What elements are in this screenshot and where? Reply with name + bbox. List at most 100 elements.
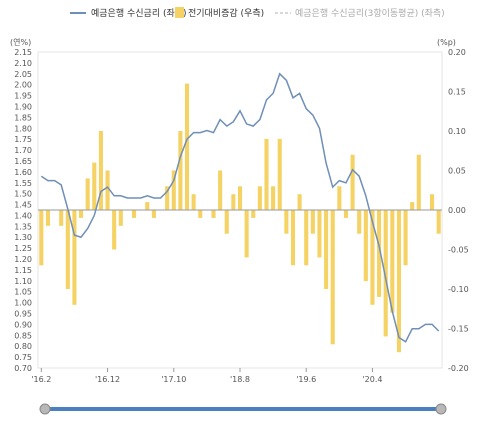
right-tick-label: -0.10 bbox=[448, 285, 469, 294]
left-tick-label: 1.95 bbox=[14, 92, 32, 101]
range-slider-handle-right[interactable] bbox=[435, 403, 447, 415]
left-tick-label: 1.05 bbox=[14, 288, 32, 297]
left-tick-label: 1.70 bbox=[14, 146, 32, 155]
left-tick-label: 1.85 bbox=[14, 113, 32, 122]
change-bar bbox=[343, 210, 349, 218]
left-tick-label: 1.40 bbox=[14, 211, 32, 220]
change-bar bbox=[363, 210, 368, 282]
change-bar bbox=[416, 154, 421, 210]
left-tick-label: 1.80 bbox=[14, 124, 32, 133]
left-tick-label: 0.75 bbox=[14, 353, 32, 362]
change-bar bbox=[297, 194, 302, 210]
right-tick-label: 0.10 bbox=[448, 127, 466, 136]
bar-series bbox=[39, 83, 441, 353]
right-tick-label: -0.05 bbox=[448, 246, 469, 255]
legend-bar-swatch bbox=[175, 7, 184, 18]
left-tick-label: 1.55 bbox=[14, 179, 32, 188]
legend-item-line: 예금은행 수신금리 (좌측) bbox=[91, 7, 187, 19]
change-bar bbox=[284, 210, 289, 234]
left-tick-label: 1.00 bbox=[14, 299, 32, 308]
change-bar bbox=[436, 210, 441, 234]
change-bar bbox=[251, 210, 256, 218]
left-tick-label: 0.80 bbox=[14, 342, 32, 351]
left-tick-label: 1.90 bbox=[14, 102, 32, 111]
change-bar bbox=[184, 83, 190, 210]
range-slider-handle-left[interactable] bbox=[39, 403, 51, 415]
change-bar bbox=[145, 202, 150, 210]
change-bar bbox=[178, 131, 183, 210]
change-bar bbox=[430, 194, 435, 210]
change-bar bbox=[131, 210, 137, 218]
right-tick-label: 0.15 bbox=[448, 88, 466, 97]
change-bar bbox=[377, 210, 382, 297]
change-bar bbox=[78, 210, 84, 218]
change-bar bbox=[357, 210, 362, 234]
change-bar bbox=[85, 178, 90, 210]
left-tick-label: 0.70 bbox=[14, 364, 32, 373]
left-tick-label: 1.45 bbox=[14, 201, 32, 210]
right-axis-unit: (%p) bbox=[437, 38, 456, 47]
change-bar bbox=[337, 186, 342, 210]
change-bar bbox=[310, 210, 315, 234]
change-bar bbox=[324, 210, 329, 289]
right-axis: -0.20 -0.15 -0.10 -0.05 0.00 0.05 0.10 0.15 0.20 bbox=[448, 48, 469, 373]
left-tick-label: 2.10 bbox=[14, 59, 32, 68]
change-bar bbox=[171, 170, 176, 210]
change-bar bbox=[112, 210, 117, 250]
x-axis: '16.2 '16.12 '17.10 '18.8 '19.6 '20.4 bbox=[31, 368, 382, 384]
change-bar bbox=[403, 210, 408, 266]
right-tick-label: -0.20 bbox=[448, 364, 469, 373]
range-slider[interactable] bbox=[39, 403, 447, 415]
legend-item-bar: 전기대비증감 (우측) bbox=[188, 7, 264, 19]
right-tick-label: -0.15 bbox=[448, 325, 469, 334]
change-bar bbox=[370, 210, 375, 305]
left-tick-label: 1.60 bbox=[14, 168, 32, 177]
left-tick-label: 1.75 bbox=[14, 135, 32, 144]
change-bar bbox=[330, 210, 335, 345]
left-tick-label: 1.65 bbox=[14, 157, 32, 166]
change-bar bbox=[72, 210, 77, 305]
left-tick-label: 1.25 bbox=[14, 244, 32, 253]
change-bar bbox=[231, 194, 236, 210]
left-tick-label: 0.90 bbox=[14, 320, 32, 329]
change-bar bbox=[304, 210, 309, 266]
change-bar bbox=[211, 210, 216, 218]
rate-line bbox=[40, 72, 440, 343]
left-tick-label: 1.10 bbox=[14, 277, 32, 286]
change-bar bbox=[151, 210, 156, 218]
legend: 예금은행 수신금리 (좌측) 전기대비증감 (우측) 예금은행 수신금리(3항이… bbox=[70, 7, 445, 19]
x-tick-label: '16.2 bbox=[31, 375, 51, 384]
legend-item-dashed: 예금은행 수신금리(3항이동평균) (좌측) bbox=[295, 7, 445, 19]
x-tick-label: '20.4 bbox=[362, 375, 382, 384]
change-bar bbox=[39, 210, 44, 266]
x-tick-label: '18.8 bbox=[230, 375, 250, 384]
change-bar bbox=[350, 154, 355, 210]
change-bar bbox=[257, 186, 262, 210]
left-tick-label: 1.30 bbox=[14, 233, 32, 242]
change-bar bbox=[317, 210, 322, 258]
x-tick-label: '19.6 bbox=[296, 375, 316, 384]
left-tick-label: 0.85 bbox=[14, 331, 32, 340]
change-bar bbox=[98, 131, 103, 210]
change-bar bbox=[244, 210, 249, 258]
left-tick-label: 2.00 bbox=[14, 81, 32, 90]
x-tick-label: '16.12 bbox=[95, 375, 120, 384]
left-tick-label: 2.15 bbox=[14, 48, 32, 57]
change-bar bbox=[224, 210, 229, 234]
left-axis: 0.70 0.75 0.80 0.85 0.900.95 1.00 1.05 1.10 1.15… bbox=[14, 48, 32, 373]
x-tick-label: '17.10 bbox=[161, 375, 186, 384]
left-tick-label: 1.20 bbox=[14, 255, 32, 264]
left-tick-label: 1.50 bbox=[14, 190, 32, 199]
change-bar bbox=[198, 210, 203, 218]
right-tick-label: 0.20 bbox=[448, 48, 466, 57]
left-tick-label: 0.95 bbox=[14, 310, 32, 319]
change-bar bbox=[59, 210, 64, 226]
change-bar bbox=[383, 210, 388, 337]
left-tick-label: 1.35 bbox=[14, 222, 32, 231]
change-bar bbox=[271, 186, 276, 210]
change-bar bbox=[191, 194, 196, 210]
change-bar bbox=[165, 186, 170, 210]
change-bar bbox=[277, 138, 282, 210]
right-tick-label: 0.05 bbox=[448, 167, 466, 176]
change-bar bbox=[410, 202, 415, 210]
